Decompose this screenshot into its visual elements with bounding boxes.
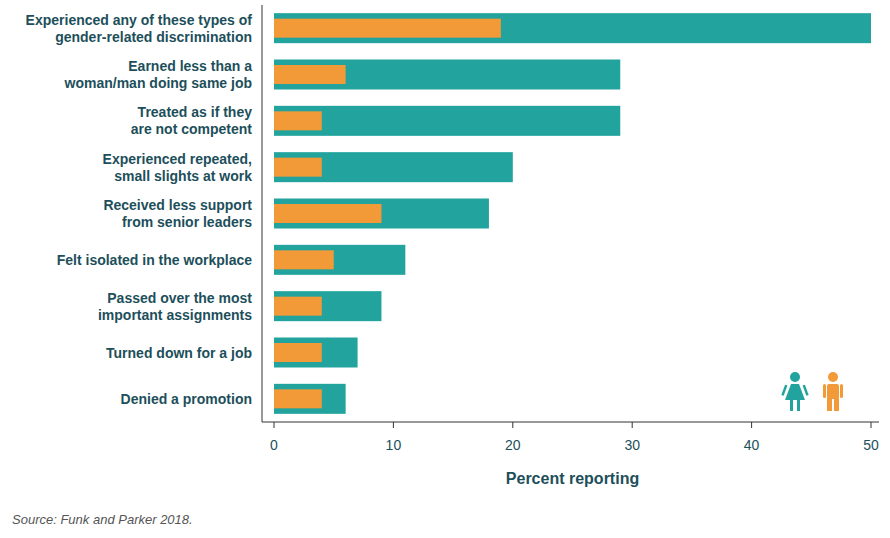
x-tick-label: 0 <box>270 437 278 453</box>
x-tick <box>274 422 275 428</box>
legend <box>781 372 843 411</box>
bar <box>274 111 322 130</box>
bar <box>274 338 358 368</box>
category-label: Treated as if theyare not competent <box>131 104 253 137</box>
x-tick <box>632 422 633 428</box>
bar <box>274 204 381 223</box>
category-label: Turned down for a job <box>106 345 252 361</box>
category-label: Experienced repeated,small slights at wo… <box>103 151 253 184</box>
legend-icon <box>823 372 843 411</box>
bar <box>274 60 620 90</box>
category-label: Earned less than awoman/man doing same j… <box>64 58 253 91</box>
y-axis-line <box>262 5 263 422</box>
category-label: Experienced any of these types ofgender-… <box>26 12 253 45</box>
x-tick-label: 40 <box>744 437 760 453</box>
bar <box>274 19 501 38</box>
legend-icon <box>781 372 808 411</box>
category-label: Denied a promotion <box>121 391 252 407</box>
bar <box>274 106 620 136</box>
x-tick-label: 20 <box>505 437 521 453</box>
bar <box>274 291 381 321</box>
bar <box>274 389 322 408</box>
bar <box>274 297 322 316</box>
bar <box>274 65 346 84</box>
x-tick-label: 50 <box>863 437 879 453</box>
bar <box>274 13 871 43</box>
bar <box>274 250 334 269</box>
bars <box>274 13 871 414</box>
category-label: Passed over the mostimportant assignment… <box>98 290 252 323</box>
category-label: Felt isolated in the workplace <box>57 252 252 268</box>
bar <box>274 343 322 362</box>
x-tick <box>393 422 394 428</box>
x-tick <box>751 422 752 428</box>
bar <box>274 199 489 229</box>
bar <box>274 245 405 275</box>
x-tick <box>871 422 872 428</box>
x-axis-label: Percent reporting <box>506 470 639 487</box>
source-note: Source: Funk and Parker 2018. <box>12 512 193 527</box>
bar <box>274 152 513 182</box>
bar <box>274 158 322 177</box>
chart: 0 10 20 30 40 50 Experienced any of these type… <box>0 0 890 538</box>
x-tick <box>512 422 513 428</box>
x-tick-label: 30 <box>624 437 640 453</box>
x-axis-line <box>262 422 879 423</box>
bar <box>274 384 346 414</box>
x-tick-label: 10 <box>386 437 402 453</box>
category-label: Received less supportfrom senior leaders <box>103 197 252 230</box>
